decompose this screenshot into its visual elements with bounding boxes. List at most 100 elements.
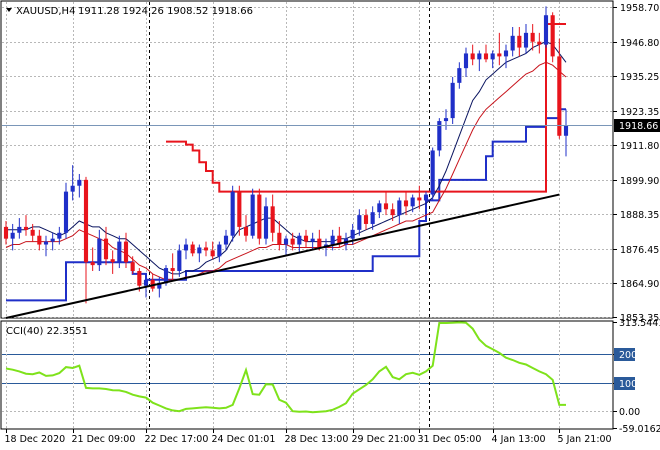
- candle: [223, 229, 229, 251]
- candle: [423, 191, 429, 204]
- channel-upper-line: [166, 23, 566, 193]
- candle-body: [110, 259, 115, 263]
- candle-body: [410, 197, 415, 207]
- time-tick-label: 21 Dec 09:00: [72, 434, 136, 445]
- candle-body: [150, 279, 155, 289]
- current-price-marker: 1918.66: [614, 119, 660, 132]
- candle: [383, 191, 389, 216]
- cci-tick-label: 0.00: [619, 407, 640, 418]
- candle-body: [223, 235, 229, 245]
- candle-body: [23, 226, 29, 230]
- candle-body: [443, 118, 449, 122]
- candle: [450, 76, 455, 125]
- candle: [503, 44, 509, 69]
- candle-body: [483, 53, 489, 60]
- candle-body: [137, 270, 142, 286]
- candle: [543, 6, 549, 48]
- candle: [290, 232, 295, 251]
- candle-body: [3, 226, 9, 239]
- candle: [177, 244, 182, 277]
- time-tick-label: 4 Jan 13:00: [492, 434, 546, 445]
- candle: [417, 185, 422, 210]
- candle-body: [377, 203, 382, 213]
- candle-body: [510, 35, 515, 51]
- candle-body: [63, 191, 69, 233]
- cci-level-box: [614, 377, 635, 390]
- candle-body: [450, 82, 455, 119]
- candle-body: [463, 53, 469, 69]
- cci-axis[interactable]: 313.5441 200 100 0.00 -59.0162: [613, 318, 660, 435]
- candle: [257, 188, 262, 245]
- candle-body: [283, 238, 289, 245]
- candle-body: [70, 185, 75, 192]
- candle-body: [297, 235, 302, 245]
- candle-body: [490, 53, 495, 60]
- cci-level-box: [614, 348, 635, 361]
- candle: [270, 194, 275, 242]
- cci-label: CCI(40) 22.3551: [6, 326, 88, 337]
- candle: [237, 185, 242, 236]
- candle-body: [563, 125, 569, 136]
- chart-ohlc: 1911.28 1924.26 1908.52 1918.66: [78, 6, 253, 17]
- price-panel[interactable]: XAUUSD,H4 1911.28 1924.26 1908.52 1918.6…: [0, 0, 614, 320]
- price-grid: [2, 7, 612, 318]
- time-tick-label: 5 Jan 21:00: [558, 434, 612, 445]
- candle-body: [337, 235, 342, 245]
- cci-panel[interactable]: CCI(40) 22.3551: [0, 320, 614, 430]
- candle-body: [363, 215, 369, 224]
- candle-body: [10, 232, 15, 239]
- candle: [390, 203, 395, 222]
- candle: [190, 241, 195, 257]
- candle: [250, 188, 255, 239]
- candle-body: [543, 15, 549, 45]
- candle-body: [90, 262, 95, 266]
- candle: [363, 209, 369, 230]
- candle-body: [17, 226, 22, 233]
- collapse-arrow-icon[interactable]: [6, 8, 12, 12]
- candles: [3, 6, 569, 304]
- candle-body: [430, 150, 435, 195]
- candle: [310, 232, 315, 251]
- candle-body: [423, 194, 429, 201]
- candle: [330, 229, 335, 251]
- time-tick-label: 18 Dec 2020: [5, 434, 66, 445]
- price-tick-label: 1935.25: [620, 72, 659, 83]
- price-axis[interactable]: 1958.70 1946.80 1935.25 1923.35 1911.80 1899.…: [613, 3, 659, 324]
- candle-body: [83, 179, 89, 263]
- candle-body: [163, 268, 169, 283]
- candle-body: [250, 194, 255, 236]
- candle: [410, 194, 415, 213]
- candle-body: [277, 232, 282, 245]
- cci-tick-label: 200: [619, 350, 637, 361]
- candle-body: [303, 235, 309, 242]
- candle: [217, 241, 222, 263]
- candle: [157, 276, 162, 298]
- candle: [550, 12, 555, 63]
- candle-body: [470, 53, 475, 60]
- candle-body: [183, 244, 189, 251]
- trendline[interactable]: [5, 193, 560, 320]
- candle-body: [330, 235, 335, 245]
- candle-body: [517, 35, 522, 48]
- candle-body: [477, 53, 482, 60]
- period-separators: [6, 2, 560, 317]
- fast-average-line: [6, 41, 567, 275]
- candle: [123, 232, 129, 269]
- candle-body: [117, 241, 122, 263]
- time-tick-label: 22 Dec 17:00: [145, 434, 209, 445]
- candle: [210, 241, 215, 260]
- candle-body: [177, 250, 182, 271]
- candle: [50, 232, 55, 251]
- candle: [197, 244, 202, 263]
- candle-body: [437, 121, 442, 151]
- candle: [510, 26, 515, 57]
- candle-body: [197, 247, 202, 254]
- candle: [443, 109, 449, 130]
- candle: [377, 200, 382, 219]
- candle: [563, 109, 569, 157]
- time-axis[interactable]: 18 Dec 2020 21 Dec 09:00 22 Dec 17:00 24 De…: [5, 429, 612, 445]
- candle: [77, 173, 82, 198]
- candle: [10, 223, 15, 251]
- cci-tick-label: 313.5441: [619, 318, 660, 329]
